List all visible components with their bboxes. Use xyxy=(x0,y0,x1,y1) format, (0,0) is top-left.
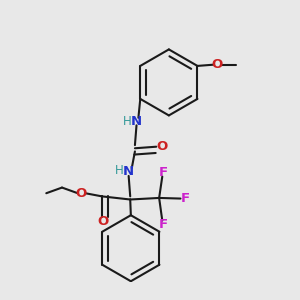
Text: N: N xyxy=(123,165,134,178)
Text: N: N xyxy=(131,115,142,128)
Text: O: O xyxy=(76,187,87,200)
Text: H: H xyxy=(115,164,124,177)
Text: H: H xyxy=(123,115,132,128)
Text: O: O xyxy=(156,140,168,153)
Text: F: F xyxy=(181,192,190,205)
Text: O: O xyxy=(211,58,223,71)
Text: F: F xyxy=(159,218,168,231)
Text: O: O xyxy=(97,215,108,228)
Text: F: F xyxy=(159,166,168,179)
